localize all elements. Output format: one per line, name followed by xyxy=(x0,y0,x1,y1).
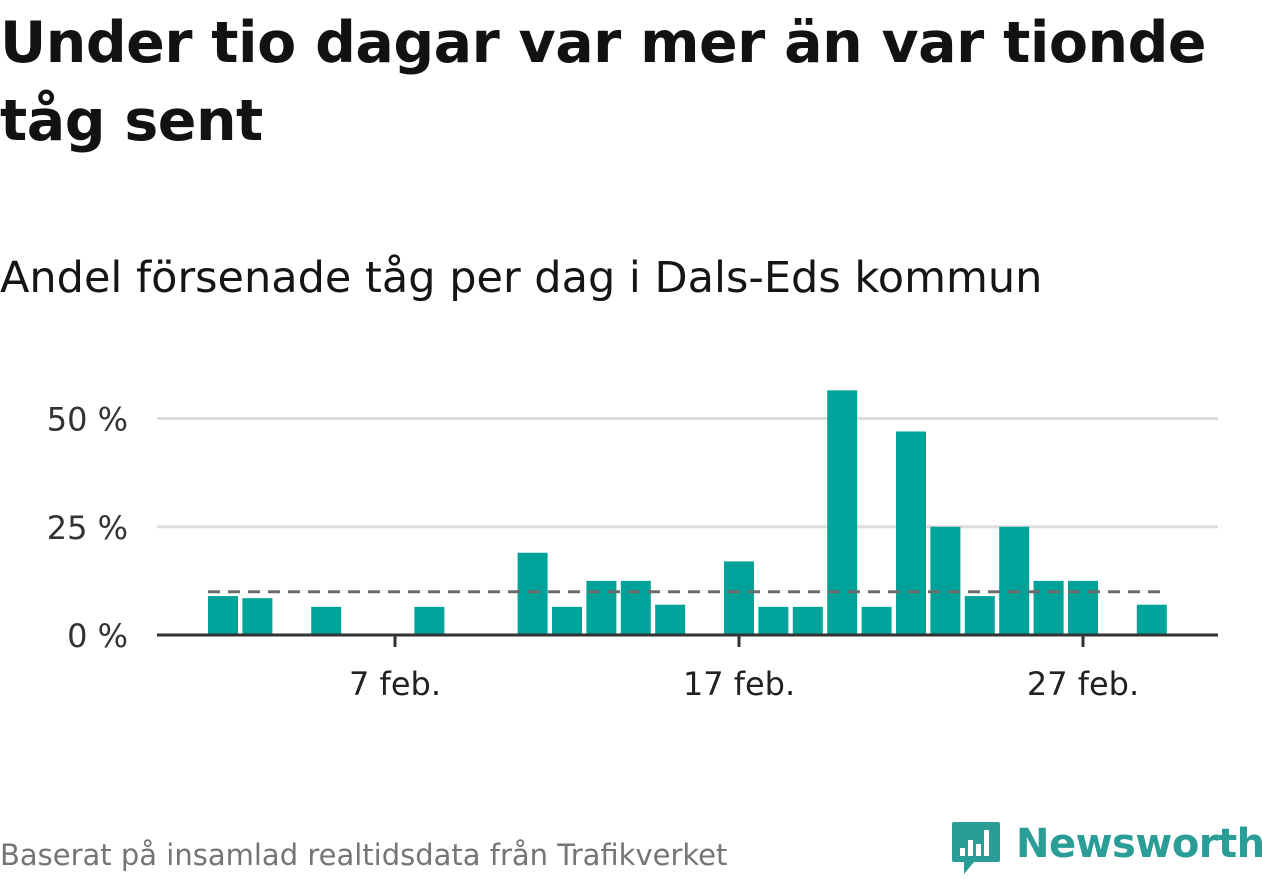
x-tick-label: 27 feb. xyxy=(1027,665,1139,703)
bar xyxy=(827,390,858,635)
y-tick-label: 50 % xyxy=(47,401,128,439)
bar xyxy=(655,604,686,635)
y-tick-label: 0 % xyxy=(67,617,128,655)
bar xyxy=(999,526,1030,635)
bar xyxy=(758,606,789,635)
grid-lines xyxy=(157,417,1218,529)
bar-chart-logo-icon xyxy=(952,822,1000,874)
bar xyxy=(311,606,342,635)
bar xyxy=(724,561,754,635)
bar xyxy=(552,606,582,635)
bar-chart: 0 % 25 % 50 % 7 feb. 17 feb. 27 feb. xyxy=(47,390,1218,703)
bar xyxy=(930,526,961,635)
logo-text: Newsworthy xyxy=(1016,821,1262,867)
bar xyxy=(1068,580,1098,635)
chart-subtitle: Andel försenade tåg per dag i Dals-Eds k… xyxy=(0,253,1043,303)
y-tick-label: 25 % xyxy=(47,509,128,547)
source-note: Baserat på insamlad realtidsdata från Tr… xyxy=(0,838,728,872)
bar xyxy=(964,596,995,635)
bar xyxy=(620,580,651,635)
x-tick-label: 7 feb. xyxy=(349,665,441,703)
bar xyxy=(792,606,823,635)
bar xyxy=(896,431,926,635)
bar xyxy=(242,598,273,635)
bar xyxy=(517,552,548,635)
bar xyxy=(586,580,617,635)
axes: 0 % 25 % 50 % 7 feb. 17 feb. 27 feb. xyxy=(47,401,1218,703)
bar xyxy=(1136,604,1167,635)
bar xyxy=(414,606,445,635)
chart-title: Under tio dagar var mer än var tionde tå… xyxy=(0,10,1207,154)
bar xyxy=(1033,580,1064,635)
x-tick-label: 17 feb. xyxy=(683,665,795,703)
bars xyxy=(208,390,1167,635)
bar xyxy=(861,606,892,635)
bar xyxy=(208,596,238,635)
newsworthy-logo: Newsworthy xyxy=(950,818,1262,878)
